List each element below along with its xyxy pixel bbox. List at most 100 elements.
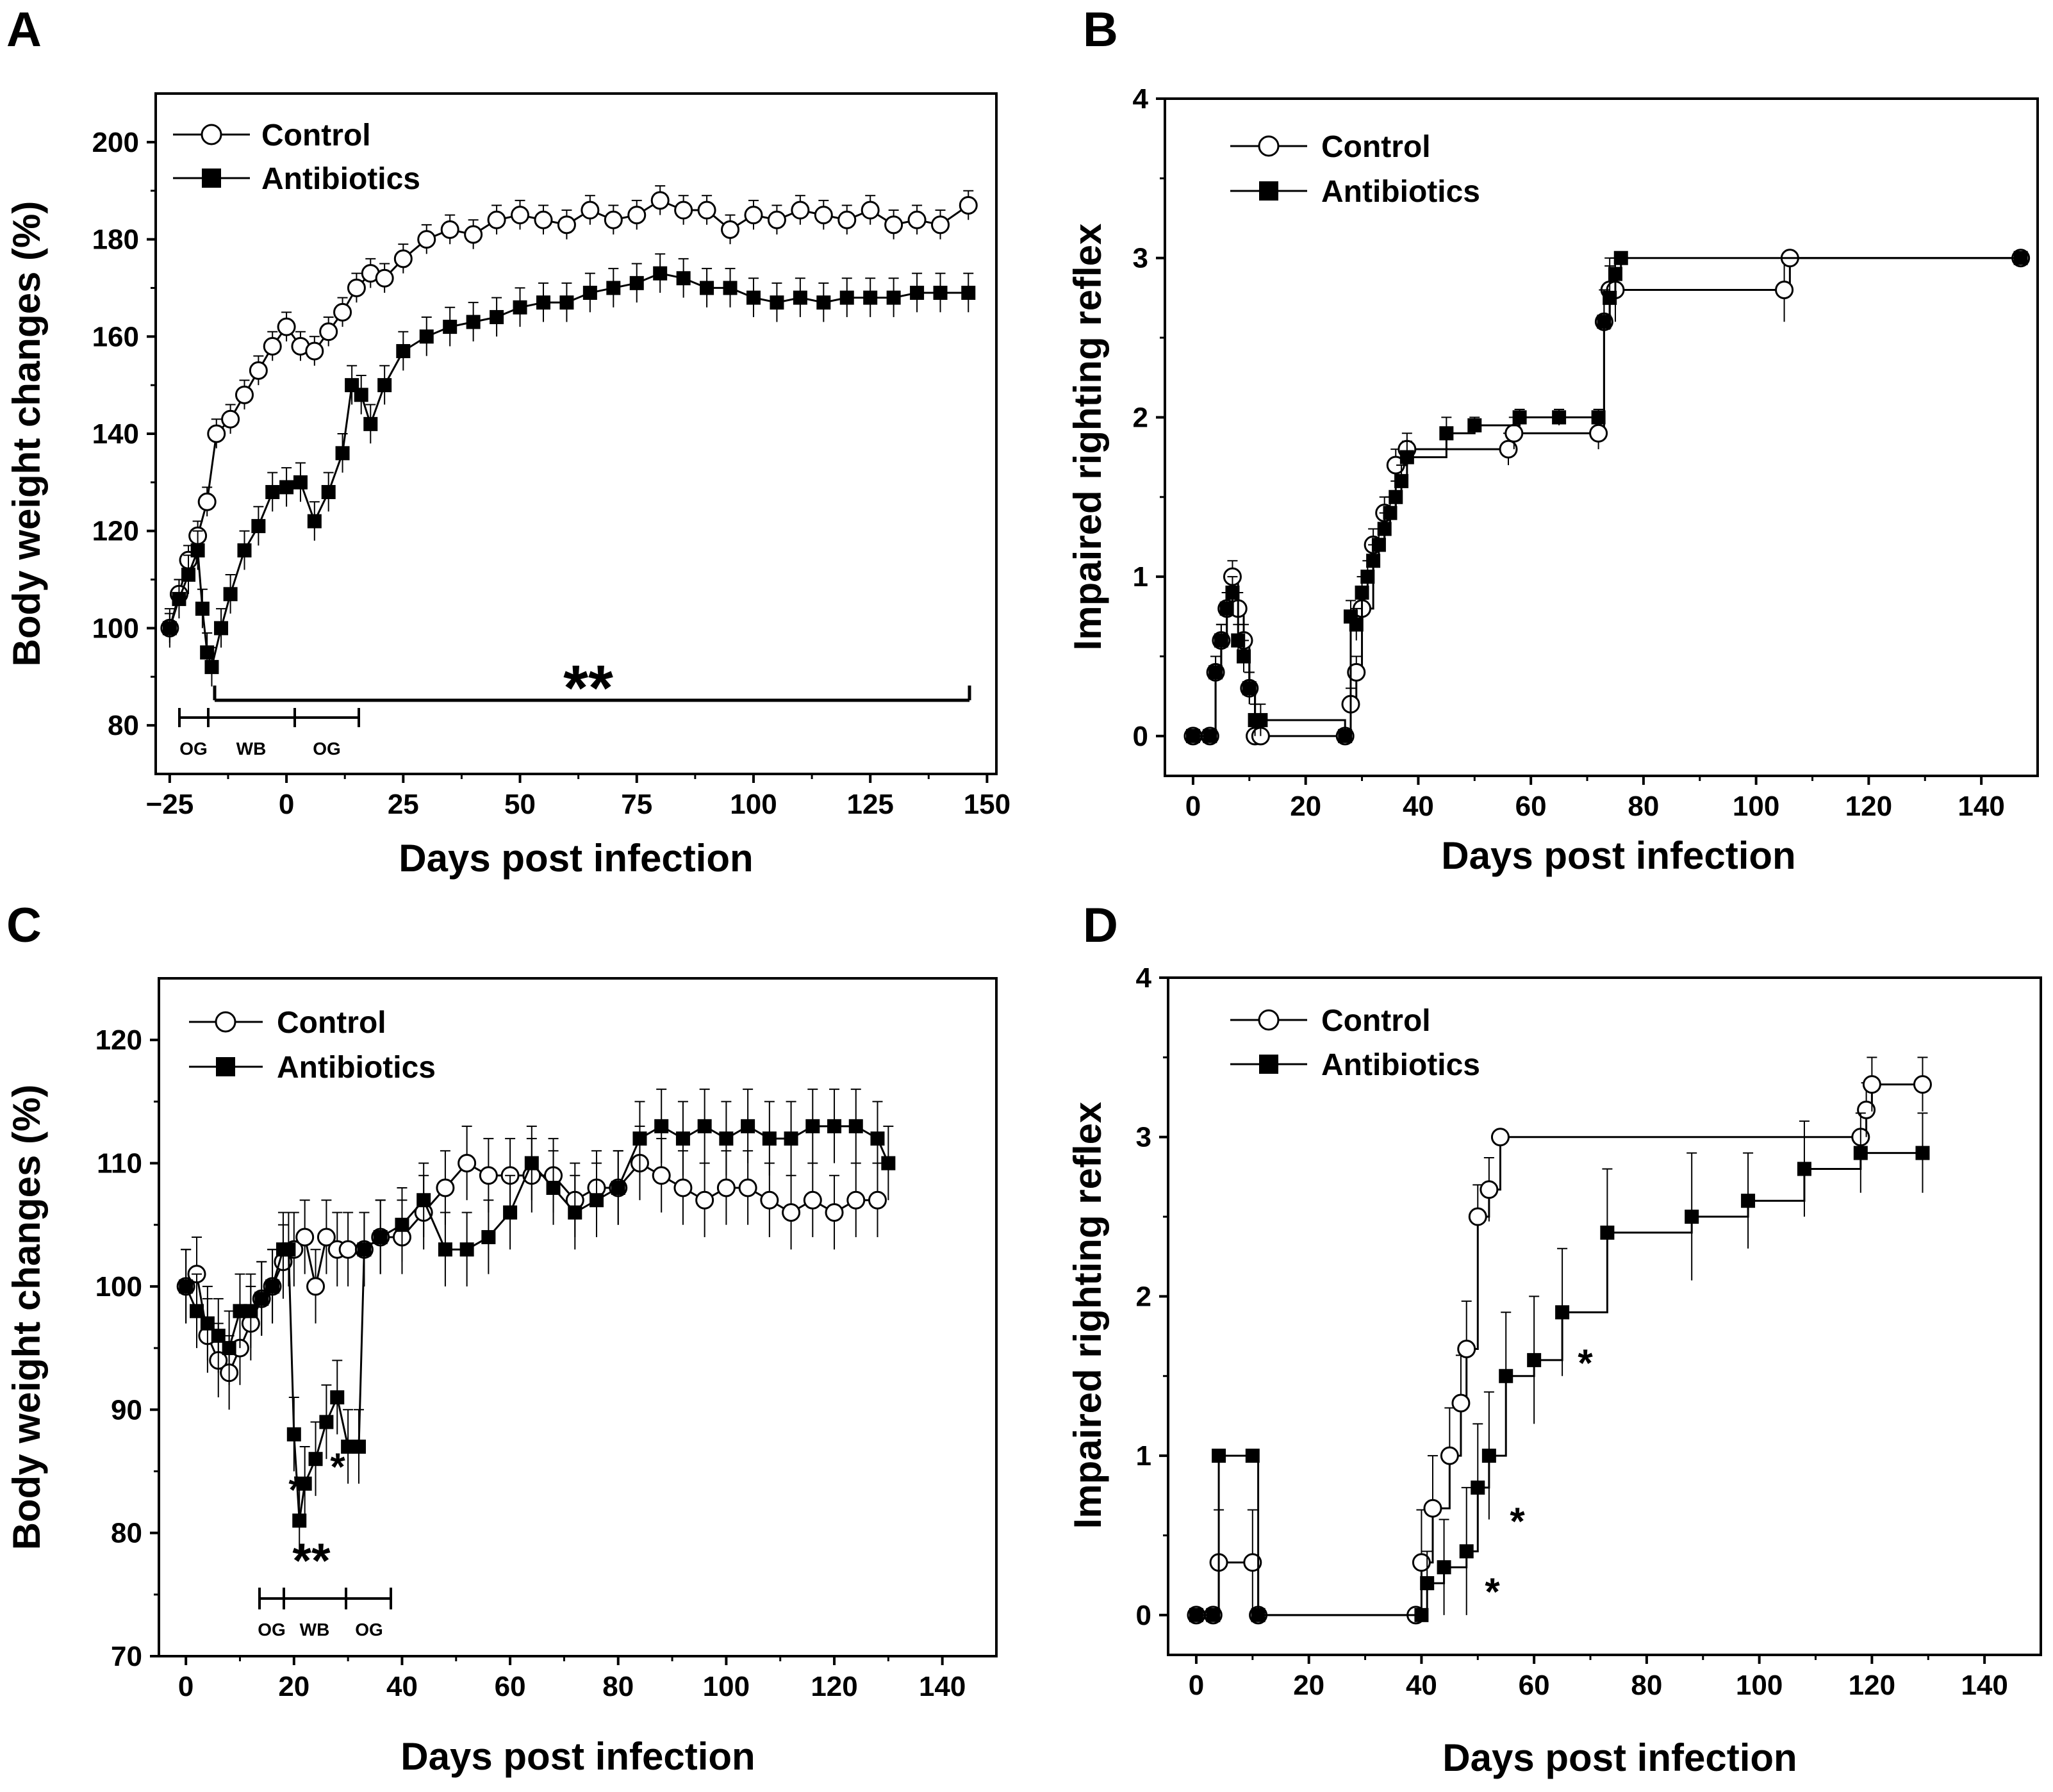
control-point: [479, 1166, 498, 1185]
antibiotics-point: [1797, 1162, 1811, 1176]
x-tick-label: 0: [1189, 1670, 1204, 1701]
antibiotics-point: [307, 514, 322, 529]
antibiotics-point: [190, 1304, 204, 1319]
x-tick-label: −25: [146, 789, 194, 820]
control-point: [333, 302, 352, 322]
panel-a-y-title: Body weight changes (%): [5, 201, 48, 667]
panel-c-sig-single-1: *: [288, 1468, 304, 1511]
antibiotics-point: [335, 446, 350, 461]
panel-a-legend: Control Antibiotics: [173, 119, 420, 196]
antibiotics-point: [1439, 426, 1454, 441]
control-point: [907, 210, 927, 229]
control-point: [347, 278, 366, 297]
antibiotics-point: [297, 1476, 312, 1491]
control-point: [393, 249, 413, 268]
control-point: [1468, 1207, 1487, 1226]
panel-b-x-title: Days post infection: [1441, 834, 1795, 877]
panel-d-x-title: Days post infection: [1442, 1736, 1797, 1779]
antibiotics-point: [181, 567, 196, 582]
control-point: [1857, 1100, 1876, 1119]
control-point: [197, 492, 217, 511]
x-tick-label: 40: [1403, 791, 1434, 822]
antibiotics-point: [395, 1217, 409, 1232]
control-point: [1451, 1393, 1471, 1413]
control-point: [534, 210, 553, 229]
panel-c-sig-single-2: *: [330, 1445, 345, 1488]
panel-d-sig-single-2: *: [1510, 1500, 1525, 1543]
panel-d-sig-single-3: *: [1578, 1342, 1593, 1385]
legend-antibiotics-marker: [1259, 1055, 1278, 1074]
control-point: [1440, 1446, 1459, 1465]
control-point: [207, 424, 226, 443]
control-point: [674, 201, 693, 220]
antibiotics-point: [675, 1131, 690, 1146]
panel-d-y-ticks: 0 1 2 3 4: [1136, 962, 1168, 1631]
y-tick-label: 0: [1133, 721, 1148, 752]
control-point: [604, 210, 623, 229]
antibiotics-point: [1214, 633, 1228, 648]
antibiotics-point: [357, 1242, 372, 1257]
antibiotics-point: [1366, 554, 1381, 568]
x-tick-label: 140: [1961, 1670, 2008, 1701]
antibiotics-point: [1467, 418, 1482, 432]
x-tick-label: 0: [279, 789, 294, 820]
control-point: [931, 215, 950, 234]
antibiotics-point: [1603, 290, 1617, 305]
y-tick-label: 3: [1136, 1122, 1151, 1153]
panel-c-legend-antibiotics: Antibiotics: [277, 1051, 436, 1085]
x-tick-label: 60: [495, 1671, 526, 1702]
antibiotics-point: [1371, 538, 1386, 552]
control-point: [884, 215, 903, 234]
antibiotics-point: [1481, 1449, 1496, 1463]
x-tick-label: 20: [1293, 1670, 1324, 1701]
x-tick-label: 20: [1290, 791, 1321, 822]
panel-c: C 0 20 40 60 80 100 120 140 70 80 90 100 110 120 Day…: [5, 898, 998, 1778]
panel-a-sig-double: **: [563, 652, 613, 724]
panel-d-letter: D: [1083, 898, 1118, 953]
control-series-line: [1196, 1083, 1923, 1616]
control-point: [650, 191, 670, 210]
antibiotics-point: [1245, 1449, 1260, 1463]
antibiotics-point: [839, 290, 854, 305]
panel-a-x-ticks: −25 0 25 50 75 100 125 150: [146, 774, 1010, 820]
antibiotics-point: [1420, 1576, 1435, 1591]
antibiotics-point: [1853, 1146, 1868, 1160]
antibiotics-point: [1242, 681, 1257, 696]
antibiotics-point: [629, 275, 644, 290]
control-point: [305, 341, 324, 361]
antibiotics-point: [419, 329, 434, 344]
antibiotics-point: [481, 1229, 496, 1244]
control-point: [1423, 1499, 1442, 1518]
y-tick-label: 2: [1133, 402, 1148, 433]
antibiotics-point: [1741, 1194, 1756, 1208]
control-point: [277, 317, 296, 336]
control-point: [716, 1178, 736, 1197]
antibiotics-point: [1552, 410, 1567, 425]
antibiotics-point: [524, 1156, 539, 1171]
antibiotics-point: [377, 378, 392, 393]
antibiotics-point: [490, 309, 504, 324]
antibiotics-point: [204, 660, 219, 675]
panel-a-x-title: Days post infection: [399, 837, 753, 880]
y-tick-label: 100: [95, 1271, 142, 1303]
panel-d-frame: [1167, 976, 2042, 1656]
legend-antibiotics-marker: [216, 1057, 235, 1076]
antibiotics-point: [363, 416, 378, 431]
antibiotics-point: [214, 621, 229, 636]
antibiotics-point: [438, 1242, 452, 1257]
antibiotics-point: [1377, 522, 1392, 536]
legend-antibiotics-marker: [202, 169, 221, 188]
antibiotics-point: [1203, 728, 1217, 743]
y-tick-label: 110: [97, 1148, 142, 1180]
antibiotics-point: [762, 1131, 777, 1146]
antibiotics-point: [200, 1316, 215, 1331]
antibiotics-point: [1608, 267, 1622, 281]
control-point: [782, 1203, 801, 1222]
antibiotics-point: [396, 344, 411, 359]
control-point: [697, 201, 716, 220]
control-point: [557, 215, 576, 234]
antibiotics-point: [1591, 410, 1606, 425]
panel-a: A −25 0 25 50 75 100 125 150 80 100 120 140 160 180 2…: [5, 3, 1010, 880]
antibiotics-point: [341, 1439, 356, 1454]
